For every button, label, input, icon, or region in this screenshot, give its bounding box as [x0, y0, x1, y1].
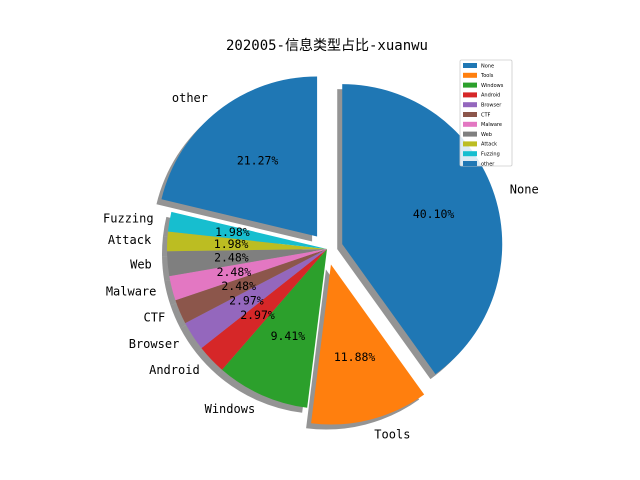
- slice-label-none: None: [510, 183, 539, 197]
- legend-swatch-web: [463, 131, 477, 137]
- legend-label-browser: Browser: [481, 103, 502, 109]
- pct-label-android: 2.97%: [240, 308, 275, 322]
- pct-label-tools: 11.88%: [334, 350, 376, 364]
- pct-label-other: 21.27%: [237, 154, 279, 168]
- slice-label-tools: Tools: [374, 428, 410, 442]
- slice-label-web: Web: [130, 258, 152, 272]
- wedge-web: [167, 249, 327, 277]
- legend-label-other: other: [481, 161, 495, 167]
- legend-swatch-other: [463, 161, 477, 166]
- legend-swatch-browser: [463, 102, 477, 108]
- pct-label-attack: 1.98%: [214, 237, 249, 251]
- wedge-attack: [167, 231, 327, 252]
- wedge-ctf: [175, 249, 327, 324]
- legend-swatch-ctf: [463, 112, 477, 117]
- wedge-windows: [222, 249, 327, 408]
- wedge-browser: [185, 249, 327, 349]
- slice-label-malware: Malware: [106, 285, 157, 299]
- chart-title: 202005-信息类型占比-xuanwu: [226, 37, 428, 54]
- legend-swatch-malware: [463, 121, 477, 127]
- pct-label-fuzzing: 1.98%: [215, 225, 250, 239]
- legend-label-malware: Malware: [481, 122, 502, 128]
- slice-label-other: other: [172, 91, 208, 105]
- pct-label-ctf: 2.48%: [221, 279, 256, 293]
- pct-label-none: 40.10%: [413, 207, 455, 221]
- slice-label-windows: Windows: [205, 402, 256, 416]
- legend-swatch-android: [463, 92, 477, 98]
- legend-swatch-attack: [463, 141, 477, 147]
- pct-label-browser: 2.97%: [229, 294, 264, 308]
- legend-swatch-windows: [463, 82, 477, 88]
- slice-label-attack: Attack: [108, 233, 152, 247]
- legend: None Tools Windows Android Browser CTF Malware…: [459, 59, 513, 167]
- legend-label-ctf: CTF: [481, 112, 491, 118]
- wedge-android: [201, 249, 327, 370]
- pct-label-windows: 9.41%: [271, 329, 306, 343]
- slice-label-browser: Browser: [129, 337, 180, 351]
- legend-label-none: None: [481, 63, 494, 69]
- pct-label-web: 2.48%: [214, 250, 249, 264]
- wedge-other: [161, 76, 318, 237]
- legend-label-tools: Tools: [480, 73, 494, 79]
- legend-label-fuzzing: Fuzzing: [481, 152, 500, 158]
- pct-label-malware: 2.48%: [217, 265, 252, 279]
- slice-label-fuzzing: Fuzzing: [103, 211, 154, 225]
- wedge-tools: [311, 264, 425, 425]
- slice-label-android: Android: [149, 363, 200, 377]
- legend-label-web: Web: [481, 132, 492, 138]
- legend-swatch-fuzzing: [463, 151, 477, 157]
- legend-swatch-none: [463, 63, 477, 68]
- legend-label-android: Android: [481, 93, 500, 99]
- legend-label-attack: Attack: [481, 142, 497, 148]
- wedge-malware: [169, 249, 327, 301]
- slice-label-ctf: CTF: [144, 311, 166, 325]
- legend-label-windows: Windows: [481, 83, 504, 89]
- wedge-fuzzing: [167, 211, 327, 249]
- legend-swatch-tools: [463, 72, 477, 78]
